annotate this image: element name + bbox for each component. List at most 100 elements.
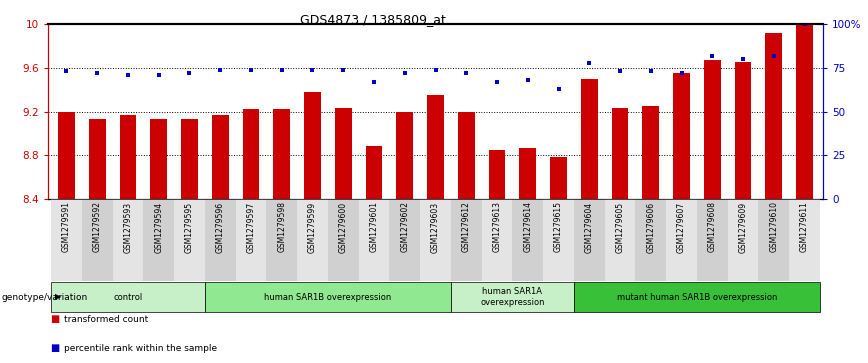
Text: GSM1279596: GSM1279596: [216, 201, 225, 253]
Text: GSM1279607: GSM1279607: [677, 201, 686, 253]
Bar: [766, 33, 782, 199]
Bar: [205, 199, 235, 281]
Text: GSM1279604: GSM1279604: [585, 201, 594, 253]
Text: GSM1279602: GSM1279602: [400, 201, 409, 252]
Point: [736, 56, 750, 62]
Bar: [242, 109, 260, 199]
Point: [706, 53, 720, 58]
Bar: [235, 199, 266, 281]
Text: GSM1279611: GSM1279611: [800, 201, 809, 252]
Bar: [605, 199, 635, 281]
Point: [275, 66, 289, 72]
Text: GSM1279592: GSM1279592: [93, 201, 102, 252]
FancyBboxPatch shape: [51, 282, 205, 312]
Bar: [759, 199, 789, 281]
Text: GSM1279591: GSM1279591: [62, 201, 71, 252]
Text: control: control: [114, 293, 142, 302]
Text: GSM1279598: GSM1279598: [277, 201, 286, 252]
Bar: [581, 79, 598, 199]
Text: GSM1279605: GSM1279605: [615, 201, 624, 253]
Point: [551, 86, 565, 91]
Text: GSM1279603: GSM1279603: [431, 201, 440, 253]
Text: GSM1279599: GSM1279599: [308, 201, 317, 253]
Text: ■: ■: [50, 314, 60, 325]
Point: [121, 72, 135, 78]
Bar: [489, 150, 505, 199]
Bar: [704, 60, 720, 199]
Bar: [519, 148, 536, 199]
Point: [521, 77, 535, 83]
Text: transformed count: transformed count: [64, 315, 148, 324]
Bar: [328, 199, 358, 281]
Point: [798, 21, 812, 27]
Text: GSM1279601: GSM1279601: [370, 201, 378, 252]
Text: GSM1279606: GSM1279606: [647, 201, 655, 253]
Point: [459, 70, 473, 76]
Point: [490, 79, 504, 85]
Text: GSM1279593: GSM1279593: [123, 201, 133, 253]
Bar: [550, 158, 567, 199]
Text: GSM1279597: GSM1279597: [247, 201, 255, 253]
Bar: [642, 106, 659, 199]
Bar: [150, 119, 168, 199]
Bar: [266, 199, 297, 281]
Bar: [543, 199, 574, 281]
Point: [60, 68, 74, 74]
Text: percentile rank within the sample: percentile rank within the sample: [64, 344, 217, 353]
Bar: [512, 199, 543, 281]
Point: [336, 66, 350, 72]
Bar: [335, 108, 352, 199]
Bar: [574, 199, 605, 281]
Bar: [457, 111, 475, 199]
Bar: [450, 199, 482, 281]
Bar: [358, 199, 390, 281]
Bar: [482, 199, 512, 281]
Point: [182, 70, 196, 76]
Point: [306, 66, 319, 72]
Bar: [796, 24, 813, 199]
Bar: [666, 199, 697, 281]
Bar: [82, 199, 113, 281]
Bar: [612, 108, 628, 199]
Bar: [734, 62, 752, 199]
Text: human SAR1A
overexpression: human SAR1A overexpression: [480, 287, 544, 307]
Bar: [697, 199, 727, 281]
Bar: [212, 115, 228, 199]
Point: [766, 53, 780, 58]
Text: GSM1279610: GSM1279610: [769, 201, 779, 252]
Text: GSM1279608: GSM1279608: [707, 201, 717, 252]
Text: GSM1279600: GSM1279600: [339, 201, 348, 253]
Bar: [273, 109, 290, 199]
Point: [674, 70, 688, 76]
Bar: [181, 119, 198, 199]
Text: human SAR1B overexpression: human SAR1B overexpression: [264, 293, 391, 302]
Text: GSM1279595: GSM1279595: [185, 201, 194, 253]
FancyBboxPatch shape: [574, 282, 820, 312]
Bar: [420, 199, 450, 281]
Text: ▶: ▶: [55, 293, 62, 302]
Bar: [727, 199, 759, 281]
Text: GSM1279609: GSM1279609: [739, 201, 747, 253]
Text: mutant human SAR1B overexpression: mutant human SAR1B overexpression: [617, 293, 777, 302]
Bar: [174, 199, 205, 281]
Point: [644, 68, 658, 74]
Text: GSM1279594: GSM1279594: [155, 201, 163, 253]
Point: [582, 60, 596, 65]
Point: [398, 70, 411, 76]
Text: GSM1279612: GSM1279612: [462, 201, 470, 252]
Point: [90, 70, 104, 76]
Point: [429, 66, 443, 72]
Bar: [113, 199, 143, 281]
Text: GSM1279615: GSM1279615: [554, 201, 563, 252]
Bar: [365, 147, 383, 199]
Bar: [789, 199, 820, 281]
Point: [367, 79, 381, 85]
Text: genotype/variation: genotype/variation: [2, 293, 88, 302]
Bar: [397, 111, 413, 199]
Bar: [673, 73, 690, 199]
Bar: [390, 199, 420, 281]
Bar: [120, 115, 136, 199]
Text: GDS4873 / 1385809_at: GDS4873 / 1385809_at: [300, 13, 446, 26]
Bar: [304, 92, 321, 199]
Bar: [58, 111, 75, 199]
